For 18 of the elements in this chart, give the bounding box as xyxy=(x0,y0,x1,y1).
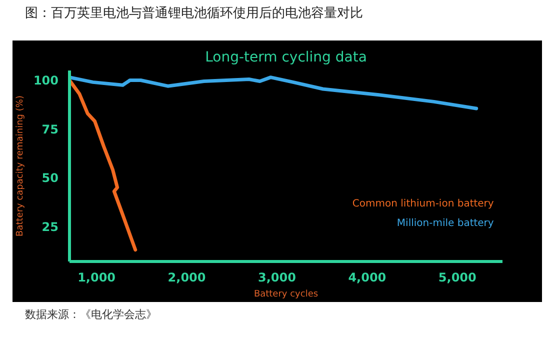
x-tick-label: 1,000 xyxy=(78,270,116,284)
y-tick-label: 50 xyxy=(42,171,59,186)
line-series xyxy=(70,78,138,252)
y-tick-label: 100 xyxy=(33,74,59,88)
x-tick-label: 5,000 xyxy=(438,270,476,284)
y-tick-label: 75 xyxy=(42,122,59,136)
y-tick-label: 25 xyxy=(42,220,59,234)
x-tick-label: 2,000 xyxy=(168,270,206,284)
chart-subtitle: Long-term cycling data xyxy=(205,50,367,66)
text: Million-mile battery xyxy=(396,218,494,229)
chart-title: 图：百万英里电池与普通锂电池循环使用后的电池容量对比 xyxy=(25,5,363,23)
x-tick-label: 3,000 xyxy=(258,270,296,284)
text: Common lithium-ion battery xyxy=(352,198,494,210)
x-axis-title: Battery cycles xyxy=(254,290,318,300)
line-series xyxy=(70,76,478,110)
x-tick-label: 4,000 xyxy=(348,270,386,284)
y-axis-title: Battery capacity remaining (%) xyxy=(15,96,26,236)
source-note: 数据来源：《电化学会志》 xyxy=(25,307,157,323)
